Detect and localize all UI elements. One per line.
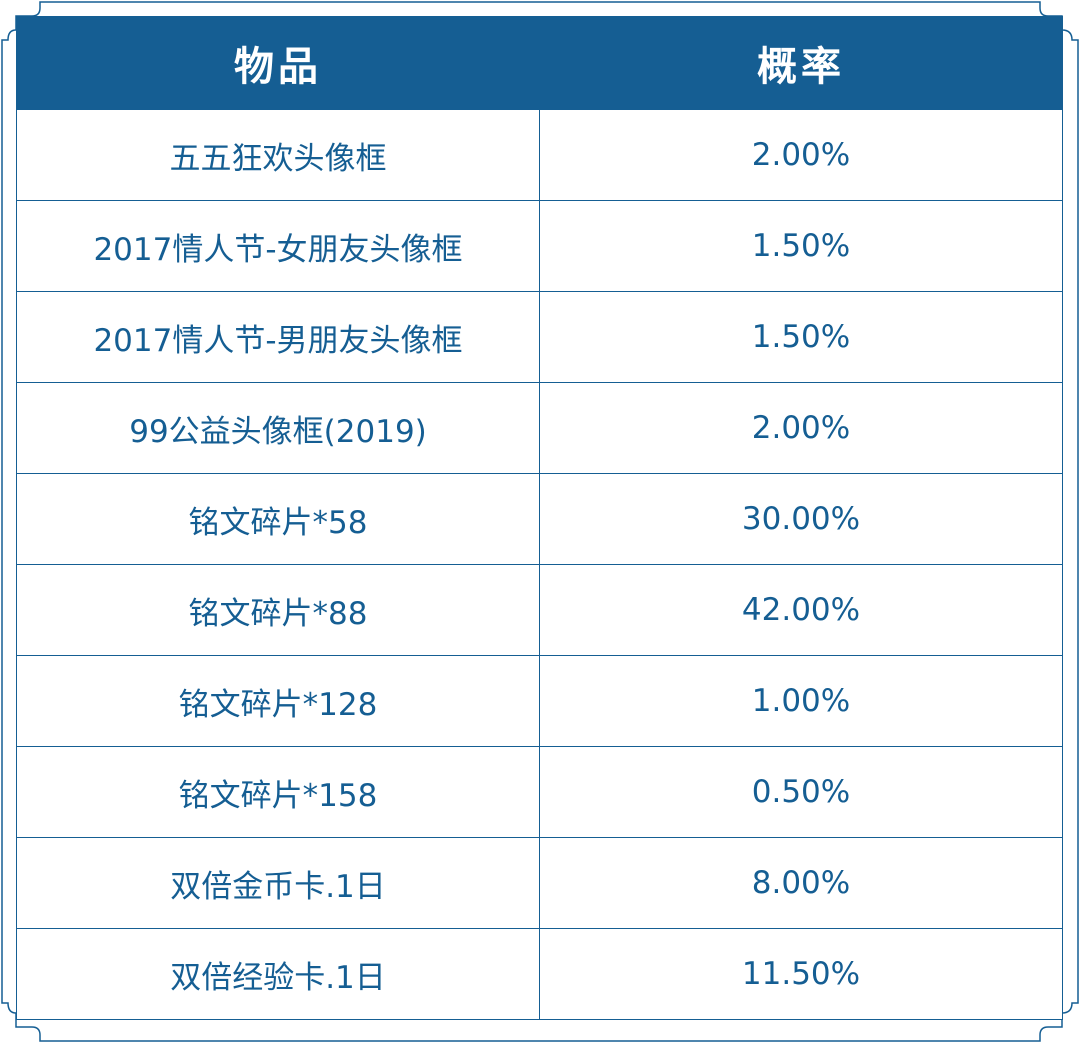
cell-probability: 0.50% <box>539 746 1063 838</box>
cell-probability: 30.00% <box>539 473 1063 565</box>
table-body: 五五狂欢头像框 2.00% 2017情人节-女朋友头像框 1.50% 2017情人节-男… <box>16 109 1063 1020</box>
table-row: 双倍经验卡.1日 11.50% <box>16 928 1063 1020</box>
cell-item: 铭文碎片*58 <box>16 473 540 565</box>
cell-probability: 1.00% <box>539 655 1063 747</box>
table-row: 铭文碎片*58 30.00% <box>16 473 1063 565</box>
cell-probability: 2.00% <box>539 382 1063 474</box>
probability-table-container: 物品 概率 五五狂欢头像框 2.00% 2017情人节-女朋友头像框 1.50% 201… <box>16 16 1063 1020</box>
cell-item: 铭文碎片*128 <box>16 655 540 747</box>
cell-item: 五五狂欢头像框 <box>16 109 540 201</box>
cell-item: 双倍经验卡.1日 <box>16 928 540 1020</box>
header-item: 物品 <box>16 16 540 110</box>
cell-probability: 42.00% <box>539 564 1063 656</box>
cell-item: 99公益头像框(2019) <box>16 382 540 474</box>
cell-item: 双倍金币卡.1日 <box>16 837 540 929</box>
cell-probability: 1.50% <box>539 200 1063 292</box>
cell-probability: 1.50% <box>539 291 1063 383</box>
cell-probability: 11.50% <box>539 928 1063 1020</box>
cell-probability: 2.00% <box>539 109 1063 201</box>
table-row: 五五狂欢头像框 2.00% <box>16 109 1063 201</box>
table-row: 2017情人节-女朋友头像框 1.50% <box>16 200 1063 292</box>
cell-item: 2017情人节-女朋友头像框 <box>16 200 540 292</box>
table-row: 双倍金币卡.1日 8.00% <box>16 837 1063 929</box>
table-row: 铭文碎片*128 1.00% <box>16 655 1063 747</box>
table-row: 铭文碎片*88 42.00% <box>16 564 1063 656</box>
table-row: 铭文碎片*158 0.50% <box>16 746 1063 838</box>
table-header-row: 物品 概率 <box>16 16 1063 110</box>
cell-item: 铭文碎片*88 <box>16 564 540 656</box>
header-probability: 概率 <box>539 16 1063 110</box>
probability-table: 物品 概率 五五狂欢头像框 2.00% 2017情人节-女朋友头像框 1.50% 201… <box>16 16 1063 1020</box>
table-row: 2017情人节-男朋友头像框 1.50% <box>16 291 1063 383</box>
cell-probability: 8.00% <box>539 837 1063 929</box>
cell-item: 铭文碎片*158 <box>16 746 540 838</box>
cell-item: 2017情人节-男朋友头像框 <box>16 291 540 383</box>
table-row: 99公益头像框(2019) 2.00% <box>16 382 1063 474</box>
